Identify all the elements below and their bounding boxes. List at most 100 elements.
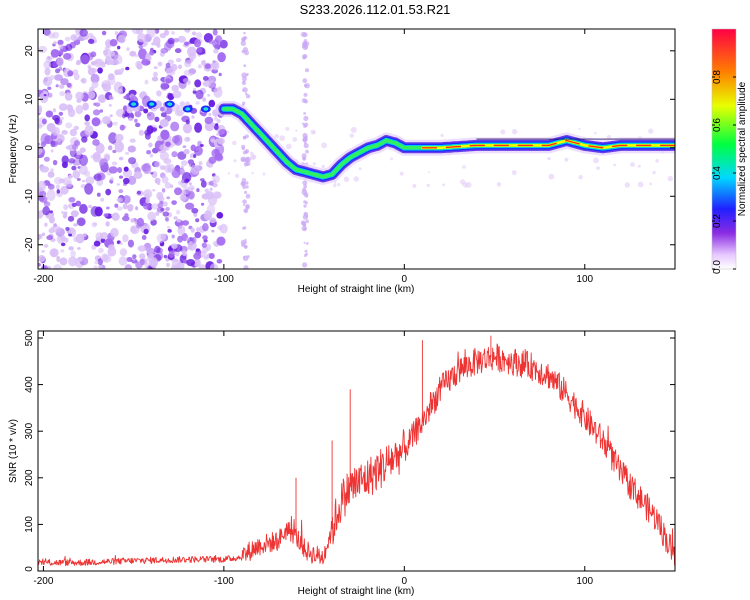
noise-speckle [75,61,80,66]
noise-speckle [242,87,248,93]
noise-speckle [47,171,55,178]
noise-speckle [164,182,172,189]
noise-speckle [210,122,215,127]
noise-speckle [564,157,569,162]
noise-speckle [304,99,308,104]
noise-speckle [91,117,101,127]
noise-speckle [172,135,180,144]
y-tick-label: 0 [24,566,35,572]
noise-speckle [145,197,150,204]
noise-speckle [649,182,652,186]
noise-speckle [108,94,113,101]
snr-plot-area [38,331,675,571]
noise-speckle [199,112,203,115]
noise-speckle [139,258,145,266]
noise-speckle [174,110,184,117]
noise-speckle [38,263,41,267]
noise-speckle [305,149,309,154]
noise-speckle [213,124,219,131]
snr-x-axis-label: Height of straight line (km) [298,586,415,597]
noise-speckle [243,64,247,68]
noise-speckle [244,150,247,153]
noise-speckle [122,234,129,243]
noise-speckle [166,262,170,268]
noise-speckle [109,176,114,182]
noise-speckle [68,197,76,203]
noise-speckle [123,166,129,172]
noise-speckle [209,187,213,191]
noise-speckle [95,58,104,66]
noise-speckle [245,134,249,139]
noise-speckle [38,107,43,114]
noise-speckle [208,112,212,117]
noise-speckle [160,47,169,54]
noise-speckle [71,202,77,207]
noise-speckle [150,171,154,175]
noise-speckle [115,133,124,142]
noise-speckle [43,201,51,207]
colorbar-label: Normalized spectral amplitude [737,81,748,216]
ridge-blob-core [185,107,191,111]
noise-speckle [123,95,128,99]
noise-speckle [195,101,200,105]
noise-speckle [295,129,298,132]
noise-speckle [188,72,193,76]
noise-speckle [165,207,170,211]
ridge-node [264,138,270,144]
noise-speckle [333,183,337,188]
noise-speckle [218,72,222,77]
colorbar-tick-label: 0.2 [712,214,723,228]
noise-speckle [69,128,78,137]
noise-speckle [186,237,190,242]
noise-speckle [302,262,308,268]
noise-speckle [87,66,92,70]
noise-speckle [97,258,104,266]
noise-speckle [201,202,205,206]
noise-speckle [100,197,105,202]
noise-speckle [73,223,78,227]
noise-speckle [79,29,88,37]
noise-speckle [301,122,305,126]
noise-speckle [112,121,118,126]
noise-speckle [594,132,597,135]
noise-speckle [91,222,97,228]
noise-speckle [209,180,214,186]
noise-speckle [114,31,119,36]
noise-speckle [127,204,134,212]
noise-speckle [75,104,84,115]
noise-speckle [547,156,551,161]
noise-speckle [103,213,109,218]
noise-speckle [92,109,101,116]
noise-speckle [146,111,155,121]
noise-speckle [178,64,182,70]
noise-speckle [217,225,223,231]
noise-speckle [596,166,600,171]
noise-speckle [59,257,68,266]
noise-speckle [188,182,192,186]
noise-speckle [49,210,53,214]
noise-speckle [648,128,654,134]
noise-speckle [116,69,124,75]
noise-speckle [171,243,178,249]
noise-speckle [108,145,113,151]
noise-speckle [109,114,113,118]
noise-speckle [177,151,187,160]
noise-speckle [198,64,202,69]
noise-speckle [606,135,612,140]
noise-speckle [442,183,445,187]
noise-speckle [465,182,472,188]
noise-speckle [244,92,248,96]
noise-speckle [95,142,105,154]
noise-speckle [56,57,64,67]
noise-speckle [113,54,123,65]
noise-speckle [163,254,168,259]
noise-speckle [81,77,87,84]
noise-speckle [209,217,217,224]
noise-speckle [39,92,49,104]
noise-speckle [86,90,96,100]
noise-speckle [206,161,210,167]
noise-speckle [49,248,59,257]
noise-speckle [65,226,70,231]
noise-speckle [321,142,327,149]
noise-speckle [117,197,124,203]
